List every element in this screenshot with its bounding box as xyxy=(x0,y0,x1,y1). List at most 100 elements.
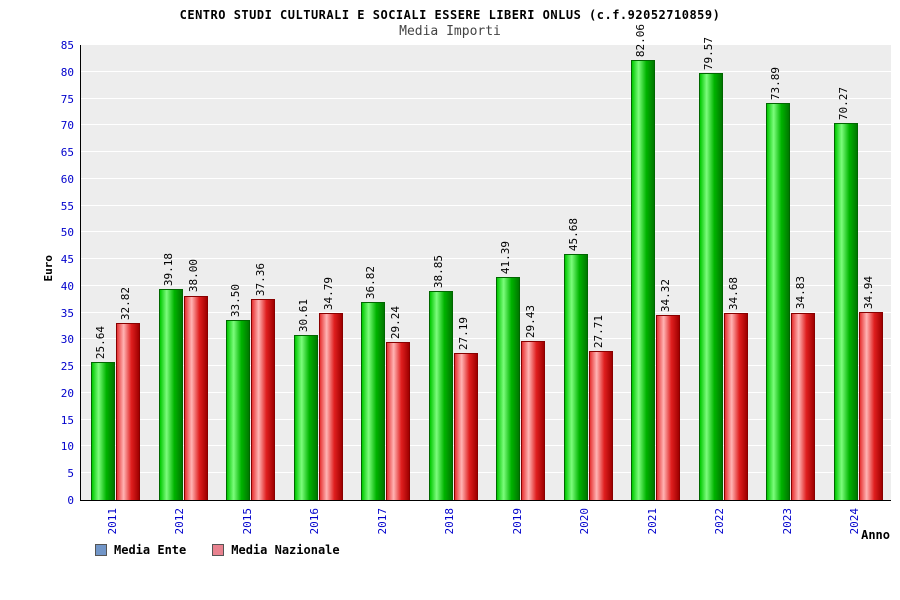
x-tick-label: 2022 xyxy=(713,508,727,535)
bar-value-label: 38.85 xyxy=(431,254,445,289)
y-tick-label: 40 xyxy=(60,279,74,293)
gridline xyxy=(81,124,891,126)
bar-value-label: 27.19 xyxy=(456,317,470,351)
gridline xyxy=(81,204,891,206)
bar-media-nazionale xyxy=(588,350,613,500)
bar-media-nazionale xyxy=(723,313,748,500)
bar-media-ente xyxy=(631,59,656,500)
bar-value-label: 41.39 xyxy=(499,241,513,275)
x-tick-label: 2012 xyxy=(173,508,187,535)
y-tick-label: 70 xyxy=(60,119,74,133)
bar-media-nazionale xyxy=(251,299,276,500)
legend-label-media-ente: Media Ente xyxy=(114,543,187,557)
x-tick-label: 2023 xyxy=(780,508,794,535)
y-tick-label: 55 xyxy=(60,199,74,213)
bar-value-label: 79.57 xyxy=(701,36,715,71)
bar-value-label: 39.18 xyxy=(161,253,175,287)
gridline xyxy=(81,97,891,99)
gridline xyxy=(81,151,891,153)
y-tick-label: 35 xyxy=(60,306,74,320)
bar-value-label: 73.89 xyxy=(769,67,783,101)
bar-media-ente xyxy=(428,291,453,500)
x-tick-label: 2011 xyxy=(105,508,119,535)
bar-value-label: 34.32 xyxy=(659,279,673,313)
gridline xyxy=(81,258,891,260)
gridline xyxy=(81,70,891,72)
gridline xyxy=(81,44,891,45)
y-tick-label: 25 xyxy=(60,360,74,374)
bar-value-label: 34.83 xyxy=(794,276,808,310)
bar-value-label: 38.00 xyxy=(186,259,200,293)
y-tick-label: 50 xyxy=(60,226,74,240)
media-nazionale-swatch-icon xyxy=(212,544,225,556)
bar-value-label: 36.82 xyxy=(364,265,378,299)
legend-item-media-ente: Media Ente xyxy=(95,543,186,557)
bar-value-label: 45.68 xyxy=(566,218,580,252)
x-tick-label: 2024 xyxy=(848,508,862,535)
gridline xyxy=(81,365,891,367)
bar-media-ente xyxy=(766,103,791,500)
bar-value-label: 70.27 xyxy=(836,86,850,120)
x-tick-label: 2019 xyxy=(510,508,524,535)
y-tick-label: 85 xyxy=(60,39,74,52)
x-tick-label: 2017 xyxy=(375,508,389,535)
gridline xyxy=(81,231,891,233)
bar-media-ente xyxy=(293,335,318,500)
gridline xyxy=(81,177,891,179)
bar-value-label: 27.71 xyxy=(591,314,605,348)
bar-media-ente xyxy=(833,122,858,500)
bar-value-label: 25.64 xyxy=(94,325,108,359)
bar-value-label: 33.50 xyxy=(229,283,243,317)
bar-value-label: 82.06 xyxy=(634,23,648,57)
bar-value-label: 34.79 xyxy=(321,276,335,310)
bar-media-nazionale xyxy=(521,341,546,500)
bar-media-nazionale xyxy=(453,353,478,500)
legend-item-media-nazionale: Media Nazionale xyxy=(212,543,340,557)
bar-value-label: 29.43 xyxy=(524,305,538,339)
legend: Media Ente Media Nazionale xyxy=(95,543,340,557)
bar-value-label: 34.68 xyxy=(726,277,740,311)
bar-value-label: 29.24 xyxy=(389,306,403,340)
bar-media-ente xyxy=(496,277,521,500)
y-tick-label: 0 xyxy=(67,494,74,507)
y-tick-label: 65 xyxy=(60,146,74,160)
y-tick-label: 75 xyxy=(60,92,74,106)
gridline xyxy=(81,391,891,393)
gridline xyxy=(81,418,891,420)
bar-media-nazionale xyxy=(183,295,208,500)
y-tick-label: 5 xyxy=(67,467,74,481)
bar-media-nazionale xyxy=(656,315,681,500)
bar-media-nazionale xyxy=(318,312,343,500)
plot-area: 25.64 32.82 39.18 38.00 33.50 37.36 30.61 34.79… xyxy=(80,24,891,501)
gridline xyxy=(81,445,891,447)
bar-media-nazionale xyxy=(791,312,816,500)
bar-value-label: 32.82 xyxy=(119,287,133,321)
y-tick-label: 20 xyxy=(60,386,74,400)
gridline xyxy=(81,472,891,474)
bar-value-label: 34.94 xyxy=(861,275,875,309)
bar-media-ente xyxy=(91,361,116,500)
bar-media-nazionale xyxy=(858,311,883,500)
bar-media-ente xyxy=(158,289,183,500)
chart-subtitle: Media Importi xyxy=(399,24,501,39)
bar-media-ente xyxy=(563,254,588,500)
gridline xyxy=(81,338,891,340)
y-tick-label: 60 xyxy=(60,172,74,186)
x-tick-label: 2016 xyxy=(308,508,322,535)
bar-media-ente xyxy=(226,319,251,500)
bar-media-nazionale xyxy=(116,323,141,500)
y-tick-label: 15 xyxy=(60,413,74,427)
y-tick-label: 80 xyxy=(60,65,74,79)
chart-title: CENTRO STUDI CULTURALI E SOCIALI ESSERE … xyxy=(179,8,721,22)
bar-value-label: 30.61 xyxy=(296,299,310,333)
gridline xyxy=(81,311,891,313)
gridline xyxy=(81,284,891,286)
x-axis-label: Anno xyxy=(861,528,890,542)
legend-label-media-nazionale: Media Nazionale xyxy=(231,543,340,557)
bar-media-nazionale xyxy=(386,342,411,500)
x-tick-label: 2018 xyxy=(443,508,457,535)
y-tick-label: 30 xyxy=(60,333,74,347)
bar-media-ente xyxy=(698,73,723,500)
media-ente-swatch-icon xyxy=(95,544,107,556)
x-tick-label: 2020 xyxy=(578,508,592,535)
